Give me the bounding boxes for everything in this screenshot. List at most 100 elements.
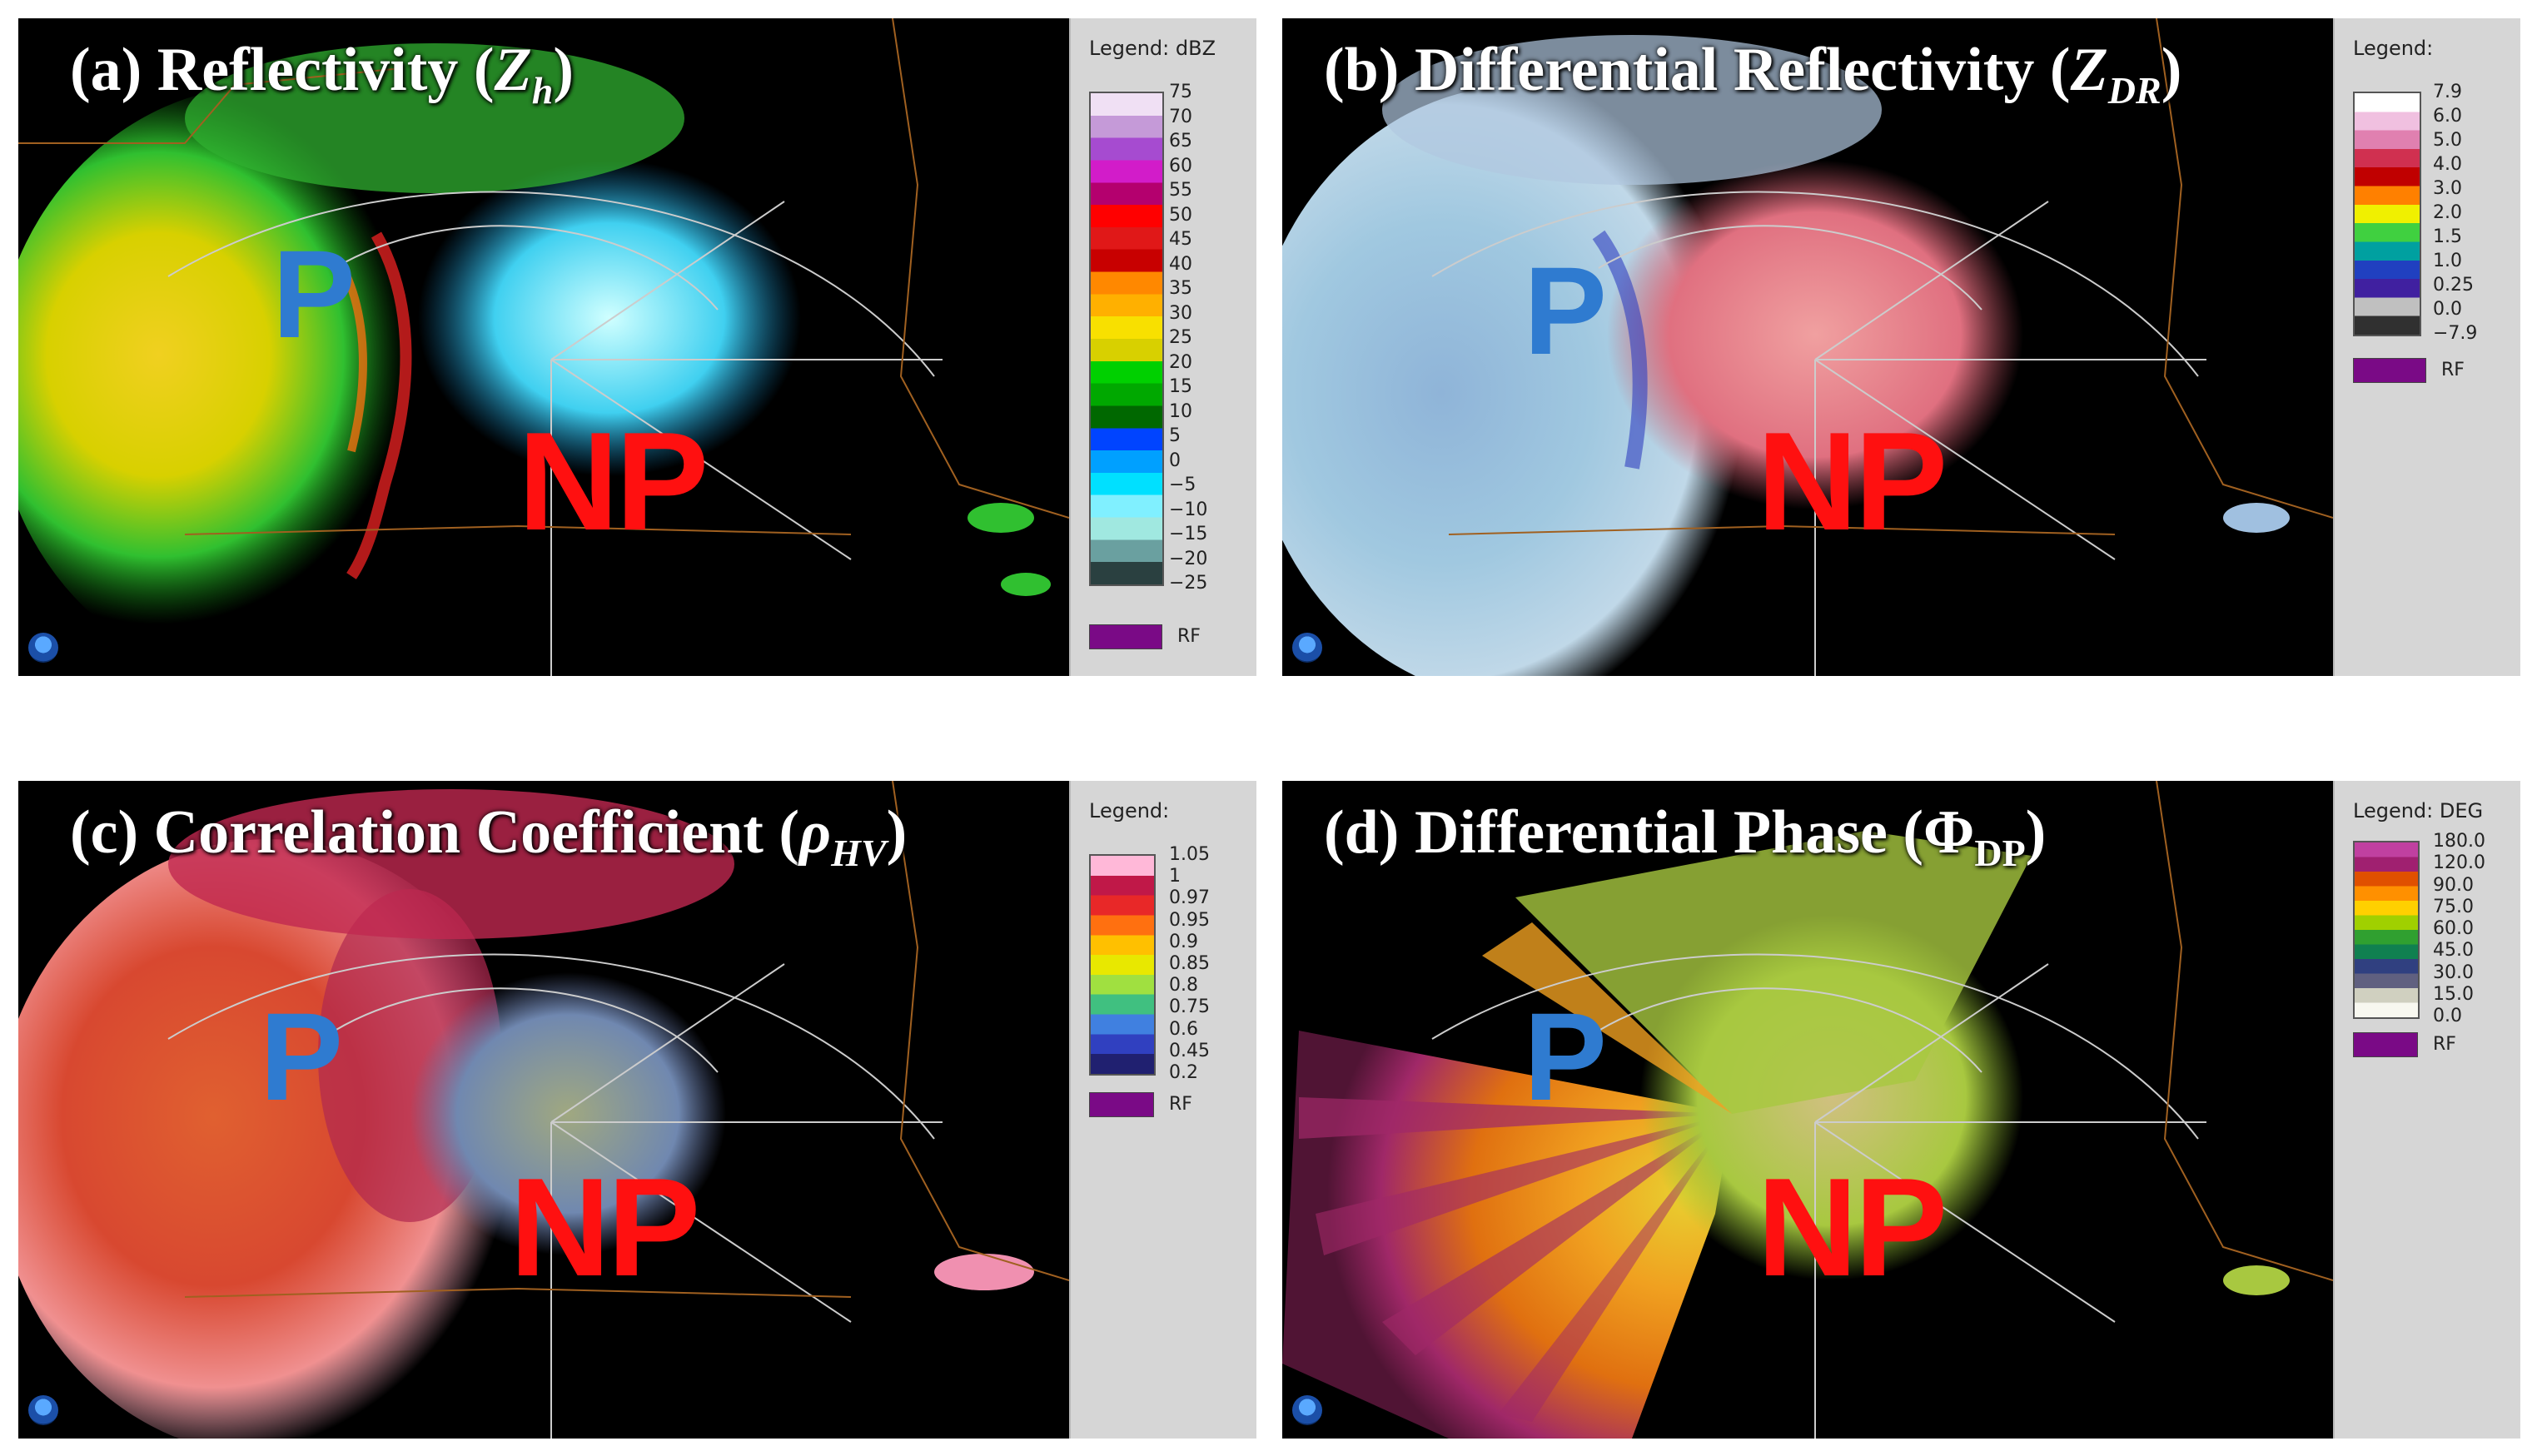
panel-d: (d) Differential Phase (ΦDP) P NP Legend… [1282, 781, 2520, 1439]
legend-tick-label: −15 [1169, 524, 1208, 544]
radar-map-correlation-coefficient: (c) Correlation Coefficient (ρHV) P NP [18, 781, 1069, 1439]
legend-tick-label: 0.0 [2433, 299, 2462, 320]
legend-title: Legend: [2353, 37, 2434, 60]
legend-tick-label: 15 [1169, 376, 1192, 397]
legend-tick-label: 25 [1169, 327, 1192, 348]
radar-map-reflectivity: (a) Reflectivity (Zh) P NP [18, 18, 1069, 676]
legend-tick-label: 180.0 [2433, 831, 2485, 852]
noaa-logo-icon [28, 1395, 58, 1425]
radar-echo-image [1282, 18, 2333, 676]
legend-tick-label: 45 [1169, 229, 1192, 250]
color-ramp [2353, 92, 2421, 336]
legend-tick-label: 0.6 [1169, 1018, 1198, 1040]
legend-tick-label: 0.75 [1169, 996, 1210, 1018]
legend-tick-label: 5 [1169, 425, 1181, 446]
rf-swatch [2353, 1032, 2418, 1057]
legend-tick-label: 5.0 [2433, 130, 2462, 151]
color-ramp [1089, 854, 1156, 1076]
legend-tick-label: −7.9 [2433, 323, 2478, 344]
legend-tick-label: 6.0 [2433, 106, 2462, 127]
legend-tick-label: 35 [1169, 278, 1192, 299]
legend-tick-label: 0 [1169, 450, 1181, 471]
panel-a: (a) Reflectivity (Zh) P NP Legend: dBZ 7… [18, 18, 1256, 676]
panel-title: (d) Differential Phase (ΦDP) [1324, 798, 2047, 874]
legend-title: Legend: DEG [2353, 799, 2484, 822]
legend-tick-label: 0.45 [1169, 1040, 1210, 1061]
legend-tick-label: 0.25 [2433, 275, 2474, 296]
legend-tick-label: 0.85 [1169, 953, 1210, 974]
rf-swatch [2353, 358, 2426, 383]
legend-tick-label: 0.97 [1169, 887, 1210, 909]
legend-tick-label: 10 [1169, 400, 1192, 422]
legend-tick-label: −20 [1169, 548, 1208, 569]
panel-c: (c) Correlation Coefficient (ρHV) P NP L… [18, 781, 1256, 1439]
region-label-precipitation: P [1524, 241, 1607, 380]
rf-label: RF [2441, 360, 2465, 380]
legend-tick-label: 1 [1169, 866, 1181, 887]
legend-tick-label: 0.8 [1169, 975, 1198, 996]
legend-tick-label: 0.2 [1169, 1062, 1198, 1083]
legend-tick-label: 60.0 [2433, 918, 2474, 939]
region-label-non-precipitation: NP [510, 1149, 700, 1305]
legend-tick-label: −5 [1169, 475, 1196, 495]
legend-tick-label: 120.0 [2433, 852, 2485, 874]
radar-echo-image [18, 781, 1069, 1439]
rf-label: RF [1177, 626, 1201, 647]
legend-tick-label: 55 [1169, 180, 1192, 201]
legend-tick-label: −25 [1169, 573, 1208, 594]
rf-label: RF [1169, 1094, 1192, 1115]
legend: Legend: DEG 180.0 120.0 90.0 75.0 60.0 45.0 30… [2333, 781, 2520, 1439]
legend-tick-label: 70 [1169, 106, 1192, 127]
rf-swatch [1089, 624, 1162, 649]
region-label-non-precipitation: NP [1757, 1149, 1948, 1305]
region-label-non-precipitation: NP [518, 403, 709, 559]
legend-tick-label: 1.0 [2433, 251, 2462, 271]
legend: Legend: dBZ 75 70 65 60 55 50 45 40 35 30 25 20 15 10… [1069, 18, 1256, 676]
legend-tick-label: 4.0 [2433, 154, 2462, 175]
color-ramp [2353, 841, 2420, 1019]
legend-tick-label: 45.0 [2433, 940, 2474, 962]
legend-tick-label: 40 [1169, 253, 1192, 275]
legend-tick-label: 15.0 [2433, 983, 2474, 1005]
legend-tick-label: 50 [1169, 204, 1192, 226]
radar-map-differential-reflectivity: (b) Differential Reflectivity (ZDR) P NP [1282, 18, 2333, 676]
region-label-non-precipitation: NP [1757, 403, 1948, 559]
rf-label: RF [2433, 1034, 2456, 1055]
legend-tick-label: 0.9 [1169, 931, 1198, 952]
legend-tick-label: 0.0 [2433, 1006, 2462, 1026]
panel-title: (b) Differential Reflectivity (ZDR) [1324, 36, 2182, 112]
panel-title: (c) Correlation Coefficient (ρHV) [70, 798, 908, 874]
radar-map-differential-phase: (d) Differential Phase (ΦDP) P NP [1282, 781, 2333, 1439]
legend-title: Legend: [1089, 799, 1170, 822]
legend-tick-label: 7.9 [2433, 82, 2462, 102]
legend: Legend: 7.9 6.0 5.0 4.0 3.0 2.0 1.5 1.0 0.25 0.0 −… [2333, 18, 2520, 676]
legend-tick-label: 75 [1169, 82, 1192, 102]
noaa-logo-icon [28, 633, 58, 663]
legend-tick-label: 0.95 [1169, 909, 1210, 931]
legend: Legend: 1.05 1 0.97 0.95 0.9 0.85 0.8 0.75 0.6 0.… [1069, 781, 1256, 1439]
region-label-precipitation: P [260, 986, 343, 1126]
legend-title: Legend: dBZ [1089, 37, 1216, 60]
legend-tick-label: 30 [1169, 302, 1192, 324]
legend-tick-label: 3.0 [2433, 178, 2462, 199]
panel-b: (b) Differential Reflectivity (ZDR) P NP… [1282, 18, 2520, 676]
region-label-precipitation: P [272, 224, 356, 364]
noaa-logo-icon [1292, 633, 1322, 663]
radar-echo-image [18, 18, 1069, 676]
radar-echo-image [1282, 781, 2333, 1439]
legend-tick-label: 2.0 [2433, 202, 2462, 223]
legend-tick-label: 30.0 [2433, 962, 2474, 983]
panel-title: (a) Reflectivity (Zh) [70, 36, 574, 112]
legend-tick-label: 90.0 [2433, 874, 2474, 896]
legend-tick-label: 20 [1169, 351, 1192, 373]
legend-tick-label: 1.05 [1169, 844, 1210, 865]
legend-tick-label: 75.0 [2433, 896, 2474, 917]
rf-swatch [1089, 1092, 1154, 1117]
color-ramp [1089, 92, 1164, 586]
legend-tick-label: −10 [1169, 499, 1208, 520]
legend-tick-label: 65 [1169, 131, 1192, 152]
region-label-precipitation: P [1524, 986, 1607, 1126]
legend-tick-label: 60 [1169, 155, 1192, 176]
noaa-logo-icon [1292, 1395, 1322, 1425]
legend-tick-label: 1.5 [2433, 226, 2462, 247]
